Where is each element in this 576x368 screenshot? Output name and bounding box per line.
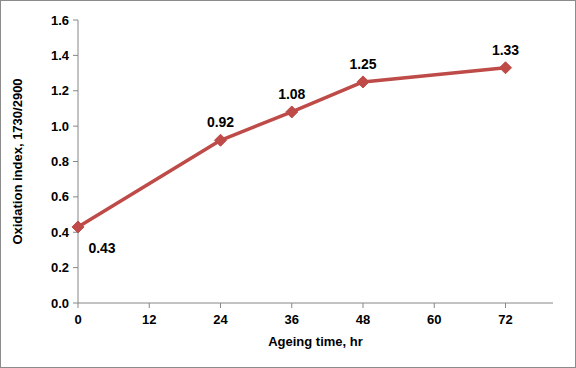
x-tick: [363, 303, 364, 308]
y-tick: [73, 55, 78, 56]
x-tick: [220, 303, 221, 308]
data-point: [215, 134, 227, 146]
plot-area: [72, 62, 512, 233]
x-tick-label: 72: [498, 312, 512, 327]
y-tick: [73, 20, 78, 21]
y-tick: [73, 161, 78, 162]
data-point: [72, 221, 84, 233]
y-tick-label: 1.6: [51, 13, 69, 28]
series-line: [78, 68, 506, 227]
data-label: 1.33: [492, 42, 519, 58]
data-label: 1.25: [349, 56, 376, 72]
y-tick: [73, 126, 78, 127]
data-point: [286, 106, 298, 118]
x-tick: [434, 303, 435, 308]
y-tick-label: 0.8: [51, 154, 69, 169]
y-tick: [73, 90, 78, 91]
x-tick-label: 24: [213, 312, 228, 327]
x-tick-label: 0: [74, 312, 81, 327]
y-tick-label: 1.2: [51, 83, 69, 98]
x-tick: [291, 303, 292, 308]
x-tick: [505, 303, 506, 308]
x-axis-title: Ageing time, hr: [268, 334, 363, 349]
y-tick-label: 1.0: [51, 119, 69, 134]
y-tick-label: 1.4: [51, 48, 70, 63]
data-label: 0.43: [88, 240, 115, 256]
x-tick-label: 60: [427, 312, 441, 327]
y-tick: [73, 303, 78, 304]
chart-border: [1, 1, 576, 368]
x-tick: [78, 303, 79, 308]
x-tick: [149, 303, 150, 308]
chart: 0.0 0.2 0.4 0.6 0.8 1.0 1.2 1.4 1.6 0 12 24 36 48 60 72…: [0, 0, 576, 368]
data-label: 0.92: [207, 114, 234, 130]
y-axis-title: Oxidation index, 1730/2900: [10, 78, 25, 244]
data-label: 1.08: [278, 86, 305, 102]
y-tick-label: 0.2: [51, 260, 69, 275]
x-tick-label: 48: [356, 312, 370, 327]
x-tick-label: 12: [142, 312, 156, 327]
data-point: [500, 62, 512, 74]
y-tick-label: 0.4: [51, 225, 70, 240]
y-tick: [73, 196, 78, 197]
x-tick-label: 36: [285, 312, 299, 327]
y-tick: [73, 267, 78, 268]
data-point: [357, 76, 369, 88]
data-labels: 0.43 0.92 1.08 1.25 1.33: [88, 42, 519, 256]
y-tick-label: 0.6: [51, 189, 69, 204]
y-tick-label: 0.0: [51, 296, 69, 311]
